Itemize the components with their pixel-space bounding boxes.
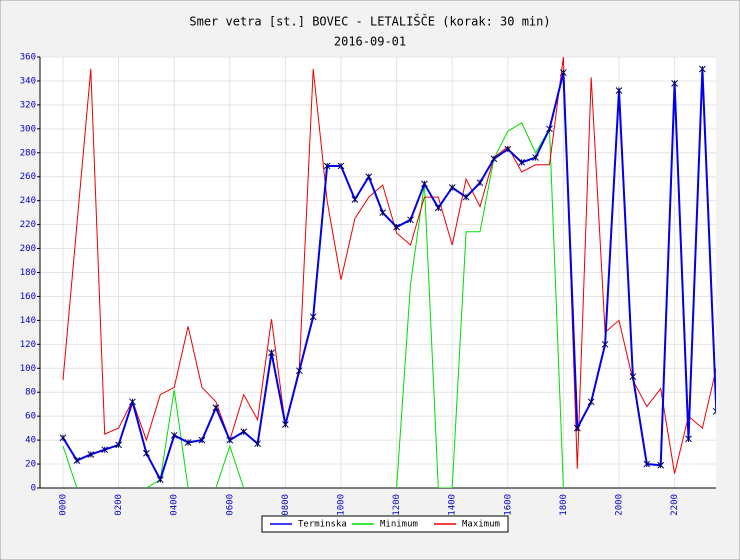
marker [87, 451, 95, 458]
y-tick-label: 320 [20, 100, 36, 110]
marker [254, 440, 261, 448]
marker [282, 421, 289, 428]
marker [629, 373, 637, 381]
x-tick-label: 2000 [615, 494, 625, 516]
x-tick-label: 1800 [559, 494, 569, 516]
marker [421, 180, 428, 188]
marker [448, 184, 456, 191]
marker [393, 223, 400, 231]
y-tick-label: 260 [20, 172, 36, 182]
x-tick-label: 1000 [337, 494, 347, 516]
marker [184, 439, 192, 446]
y-tick-label: 300 [20, 124, 36, 134]
marker [518, 159, 526, 166]
marker [295, 367, 303, 375]
x-tick-label: 0200 [114, 494, 124, 516]
marker [587, 398, 595, 406]
marker [615, 87, 623, 94]
marker [212, 404, 220, 412]
x-tick-label: 0400 [170, 494, 180, 516]
marker [671, 79, 678, 87]
marker [323, 162, 331, 170]
series-line [62, 68, 716, 483]
y-tick-label: 140 [20, 316, 36, 326]
y-tick-label: 40 [25, 436, 36, 446]
marker [657, 461, 665, 469]
marker [476, 179, 484, 187]
marker [73, 457, 81, 464]
marker [365, 173, 373, 181]
y-tick-label: 20 [25, 460, 36, 470]
y-tick-label: 80 [25, 388, 36, 398]
legend-label: Terminska [298, 520, 347, 530]
marker [379, 209, 387, 216]
y-tick-label: 120 [20, 340, 36, 350]
y-tick-label: 0 [31, 484, 36, 494]
legend [261, 515, 509, 533]
chart-title: Smer vetra [st.] BOVEC - LETALIŠČE (kora… [189, 14, 550, 29]
legend-label: Minimum [380, 520, 418, 530]
x-tick-label: 1400 [448, 494, 458, 516]
legend-label: Maximum [462, 520, 500, 530]
marker [59, 434, 67, 442]
x-tick-label: 0600 [225, 494, 235, 516]
x-tick-label: 2200 [670, 494, 680, 516]
series-line [62, 57, 716, 474]
marker [407, 216, 414, 224]
y-tick-label: 340 [20, 76, 36, 86]
series-line [62, 122, 564, 488]
chart-subtitle: 2016-09-01 [334, 35, 406, 49]
marker [573, 424, 581, 432]
y-tick-label: 240 [20, 196, 36, 206]
y-tick-label: 200 [20, 244, 36, 254]
y-tick-label: 220 [20, 220, 36, 230]
y-tick-label: 160 [20, 292, 36, 302]
marker [504, 145, 512, 153]
marker [699, 65, 706, 73]
marker [546, 125, 553, 133]
marker [601, 340, 609, 348]
marker [462, 193, 470, 201]
x-tick-label: 0800 [281, 494, 291, 516]
marker [434, 204, 442, 212]
marker [268, 349, 275, 357]
y-tick-label: 180 [20, 268, 36, 278]
marker [240, 428, 248, 436]
marker [560, 69, 567, 76]
marker [643, 460, 651, 468]
marker [337, 162, 345, 170]
y-tick-label: 60 [25, 412, 36, 422]
x-tick-label: 1600 [503, 494, 513, 516]
marker [198, 436, 206, 444]
marker [115, 441, 122, 449]
marker [170, 431, 178, 439]
y-tick-label: 360 [20, 53, 36, 63]
marker [685, 435, 692, 443]
marker [143, 449, 150, 457]
marker [712, 408, 716, 415]
marker [129, 398, 136, 406]
x-tick-label: 1200 [392, 494, 402, 516]
x-tick-label: 0000 [59, 494, 69, 516]
marker [156, 476, 164, 483]
marker [351, 196, 359, 203]
marker [532, 154, 539, 161]
marker [101, 446, 109, 454]
marker [309, 313, 317, 321]
plot-lines [59, 57, 716, 488]
marker [490, 155, 498, 163]
y-tick-label: 280 [20, 148, 36, 158]
marker [226, 436, 234, 444]
y-tick-label: 100 [20, 364, 36, 374]
